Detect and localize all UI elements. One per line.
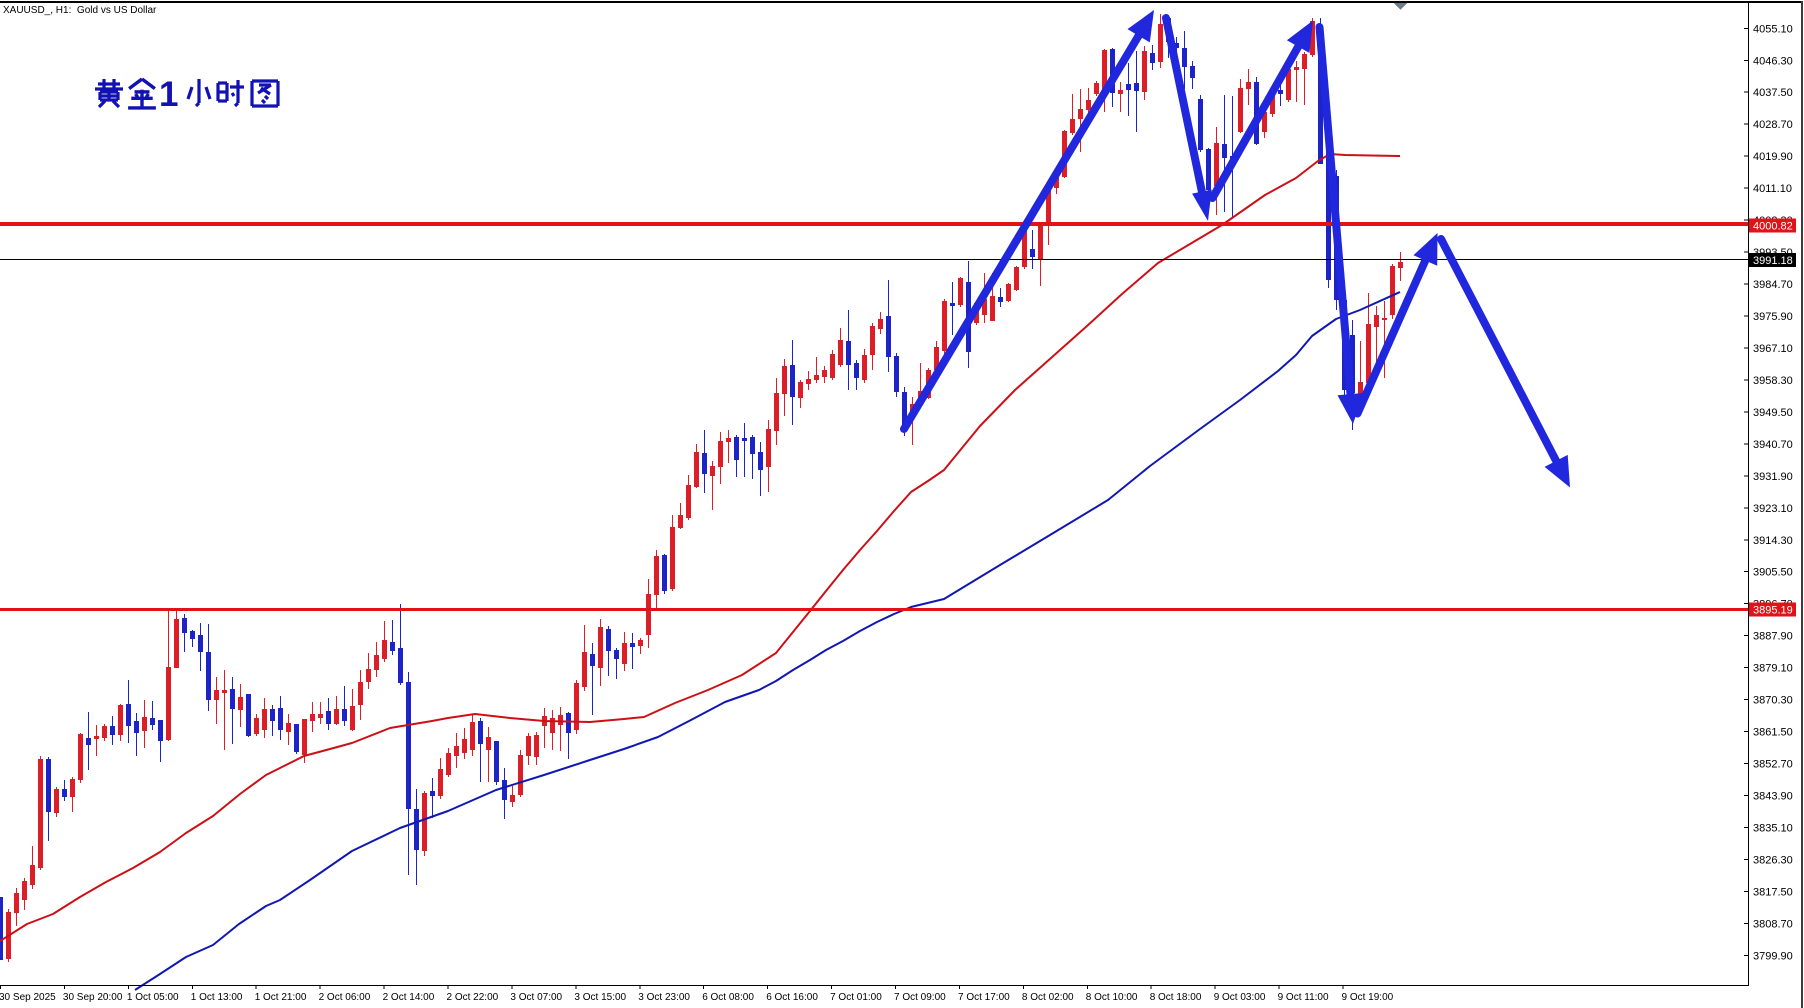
svg-text:3 Oct 07:00: 3 Oct 07:00	[510, 992, 562, 1003]
svg-text:9 Oct 19:00: 9 Oct 19:00	[1342, 992, 1394, 1003]
svg-text:3905.50: 3905.50	[1753, 567, 1793, 579]
svg-text:2 Oct 06:00: 2 Oct 06:00	[319, 992, 371, 1003]
svg-text:1: 1	[159, 75, 178, 114]
svg-text:3975.90: 3975.90	[1753, 311, 1793, 323]
svg-text:8 Oct 02:00: 8 Oct 02:00	[1022, 992, 1074, 1003]
svg-text:3923.10: 3923.10	[1753, 503, 1793, 515]
svg-text:3967.10: 3967.10	[1753, 343, 1793, 355]
svg-text:7 Oct 01:00: 7 Oct 01:00	[830, 992, 882, 1003]
svg-text:4046.30: 4046.30	[1753, 55, 1793, 67]
svg-text:4019.90: 4019.90	[1753, 151, 1793, 163]
svg-text:1 Oct 05:00: 1 Oct 05:00	[127, 992, 179, 1003]
svg-text:4011.10: 4011.10	[1753, 183, 1792, 195]
svg-text:1 Oct 21:00: 1 Oct 21:00	[255, 992, 307, 1003]
svg-text:3984.70: 3984.70	[1753, 279, 1793, 291]
svg-text:4037.50: 4037.50	[1753, 87, 1793, 99]
svg-text:3887.90: 3887.90	[1753, 631, 1793, 643]
svg-text:8 Oct 10:00: 8 Oct 10:00	[1086, 992, 1138, 1003]
svg-text:3940.70: 3940.70	[1753, 439, 1793, 451]
svg-text:4055.10: 4055.10	[1753, 23, 1793, 35]
svg-text:7 Oct 17:00: 7 Oct 17:00	[958, 992, 1010, 1003]
svg-text:3958.30: 3958.30	[1753, 375, 1793, 387]
svg-text:9 Oct 03:00: 9 Oct 03:00	[1214, 992, 1266, 1003]
svg-text:3 Oct 15:00: 3 Oct 15:00	[574, 992, 626, 1003]
svg-text:6 Oct 16:00: 6 Oct 16:00	[766, 992, 818, 1003]
svg-text:3826.30: 3826.30	[1753, 854, 1793, 866]
svg-text:3852.70: 3852.70	[1753, 759, 1793, 771]
svg-text:3949.50: 3949.50	[1753, 407, 1793, 419]
svg-text:3817.50: 3817.50	[1753, 886, 1793, 898]
svg-text:4028.70: 4028.70	[1753, 119, 1793, 131]
svg-text:XAUUSD_, H1: Gold vs US Dolla: XAUUSD_, H1: Gold vs US Dollar	[3, 5, 157, 16]
svg-text:2 Oct 22:00: 2 Oct 22:00	[447, 992, 499, 1003]
svg-text:3843.90: 3843.90	[1753, 791, 1793, 803]
svg-text:3 Oct 23:00: 3 Oct 23:00	[638, 992, 690, 1003]
svg-text:3870.30: 3870.30	[1753, 695, 1793, 707]
svg-text:2 Oct 14:00: 2 Oct 14:00	[383, 992, 435, 1003]
svg-text:30 Sep 2025: 30 Sep 2025	[0, 992, 56, 1003]
svg-text:3931.90: 3931.90	[1753, 471, 1793, 483]
svg-text:6 Oct 08:00: 6 Oct 08:00	[702, 992, 754, 1003]
svg-text:3808.70: 3808.70	[1753, 918, 1793, 930]
svg-text:4000.82: 4000.82	[1753, 221, 1793, 233]
svg-text:3879.10: 3879.10	[1753, 663, 1793, 675]
svg-text:30 Sep 20:00: 30 Sep 20:00	[63, 992, 123, 1003]
svg-text:8 Oct 18:00: 8 Oct 18:00	[1150, 992, 1202, 1003]
svg-text:3991.18: 3991.18	[1753, 255, 1793, 267]
svg-text:3895.19: 3895.19	[1753, 605, 1793, 617]
svg-text:1 Oct 13:00: 1 Oct 13:00	[191, 992, 243, 1003]
svg-text:3861.50: 3861.50	[1753, 727, 1793, 739]
svg-text:3835.10: 3835.10	[1753, 822, 1793, 834]
svg-text:3799.90: 3799.90	[1753, 950, 1793, 962]
svg-text:7 Oct 09:00: 7 Oct 09:00	[894, 992, 946, 1003]
svg-text:9 Oct 11:00: 9 Oct 11:00	[1278, 992, 1329, 1003]
svg-text:3914.30: 3914.30	[1753, 535, 1793, 547]
